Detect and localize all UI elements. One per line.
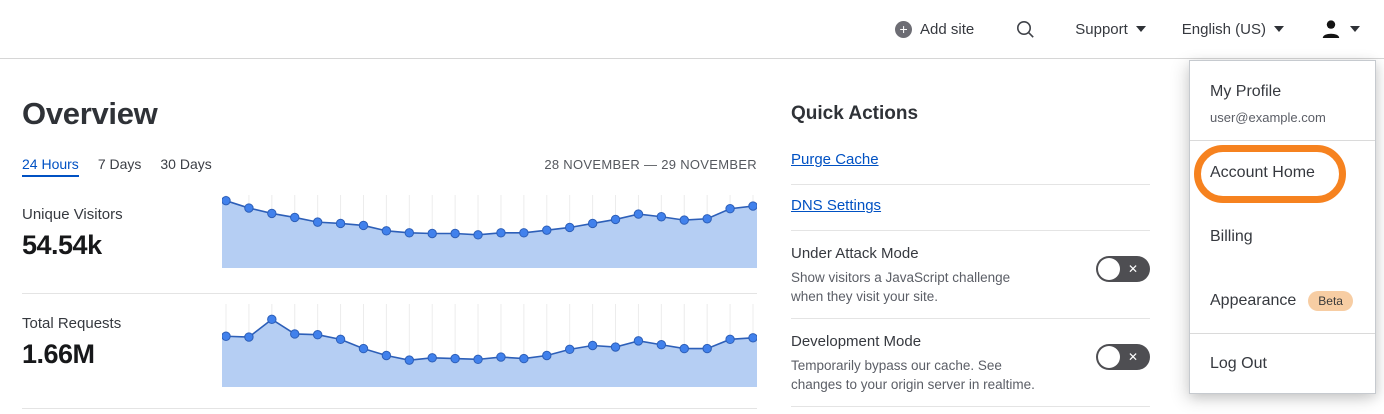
unique-visitors-chart	[221, 195, 758, 273]
menu-item-account-home[interactable]: Account Home	[1190, 141, 1375, 205]
purge-cache-link[interactable]: Purge Cache	[791, 151, 879, 168]
search-icon	[1017, 20, 1035, 38]
quick-actions-panel: Quick Actions Purge Cache DNS Settings U…	[791, 59, 1150, 407]
billing-label: Billing	[1210, 228, 1253, 245]
appearance-label: Appearance	[1210, 292, 1297, 309]
page-title: Overview	[22, 96, 158, 131]
under-attack-mode-title: Under Attack Mode	[791, 245, 919, 262]
metric-value: 54.54k	[22, 230, 102, 260]
menu-item-log-out[interactable]: Log Out	[1190, 333, 1375, 393]
x-icon: ✕	[1128, 262, 1139, 276]
divider	[22, 293, 757, 294]
date-range: 28 NOVEMBER — 29 NOVEMBER	[544, 157, 757, 172]
support-label: Support	[1075, 20, 1128, 38]
toggle-knob	[1098, 346, 1120, 368]
overview-section: Overview 24 Hours 7 Days 30 Days 28 NOVE…	[22, 59, 758, 409]
unique-visitors-info: Unique Visitors 54.54k	[22, 195, 222, 273]
plus-icon: +	[895, 20, 913, 38]
user-icon	[1322, 20, 1340, 38]
total-requests-row: Total Requests 1.66M	[22, 304, 758, 392]
unique-visitors-row: Unique Visitors 54.54k	[22, 195, 758, 273]
chevron-down-icon	[1274, 26, 1284, 32]
menu-item-appearance[interactable]: Appearance Beta	[1190, 269, 1375, 333]
user-dropdown-menu: My Profile user@example.com Account Home…	[1189, 60, 1376, 394]
development-mode-title: Development Mode	[791, 333, 922, 350]
development-mode-description: Temporarily bypass our cache. See change…	[791, 358, 1035, 392]
add-site-label: Add site	[920, 20, 975, 38]
beta-badge: Beta	[1308, 291, 1353, 311]
chevron-down-icon	[1350, 26, 1360, 32]
language-menu[interactable]: English (US)	[1182, 21, 1284, 38]
divider	[22, 408, 757, 409]
user-email: user@example.com	[1210, 110, 1326, 125]
total-requests-info: Total Requests 1.66M	[22, 304, 222, 392]
development-mode-row: Development Mode Temporarily bypass our …	[791, 319, 1150, 407]
tab-30-days[interactable]: 30 Days	[160, 156, 212, 172]
under-attack-mode-row: Under Attack Mode Show visitors a JavaSc…	[791, 231, 1150, 319]
metric-label: Total Requests	[22, 315, 122, 332]
development-mode-toggle[interactable]: ✕	[1096, 344, 1150, 370]
metric-value: 1.66M	[22, 339, 95, 369]
menu-item-my-profile[interactable]: My Profile user@example.com	[1190, 61, 1375, 141]
quick-actions-title: Quick Actions	[791, 103, 919, 124]
time-range-tabs: 24 Hours 7 Days 30 Days 28 NOVEMBER — 29…	[22, 156, 757, 177]
tab-24-hours[interactable]: 24 Hours	[22, 156, 79, 177]
area-chart-svg	[221, 304, 758, 387]
purge-cache-row: Purge Cache	[791, 139, 1150, 185]
total-requests-chart	[221, 304, 758, 392]
chevron-down-icon	[1135, 26, 1146, 32]
log-out-label: Log Out	[1210, 354, 1267, 372]
my-profile-label: My Profile	[1210, 83, 1282, 100]
toggle-knob	[1098, 258, 1120, 280]
under-attack-mode-description: Show visitors a JavaScript challenge whe…	[791, 270, 1011, 304]
development-mode-text: Development Mode Temporarily bypass our …	[791, 329, 1046, 394]
area-chart-svg	[221, 195, 758, 268]
metric-label: Unique Visitors	[22, 206, 123, 223]
dns-settings-link[interactable]: DNS Settings	[791, 197, 882, 214]
dns-settings-row: DNS Settings	[791, 185, 1150, 231]
support-menu[interactable]: Support	[1075, 21, 1146, 38]
user-menu-button[interactable]	[1320, 18, 1360, 40]
under-attack-mode-text: Under Attack Mode Show visitors a JavaSc…	[791, 241, 1046, 306]
under-attack-mode-toggle[interactable]: ✕	[1096, 256, 1150, 282]
tab-7-days[interactable]: 7 Days	[97, 156, 142, 172]
account-home-label: Account Home	[1210, 164, 1315, 181]
top-nav: + Add site Support English (US)	[0, 0, 1384, 59]
menu-item-billing[interactable]: Billing	[1190, 205, 1375, 269]
search-button[interactable]	[1016, 20, 1035, 39]
add-site-button[interactable]: + Add site	[895, 20, 975, 38]
x-icon: ✕	[1128, 350, 1139, 364]
language-label: English (US)	[1181, 20, 1266, 38]
